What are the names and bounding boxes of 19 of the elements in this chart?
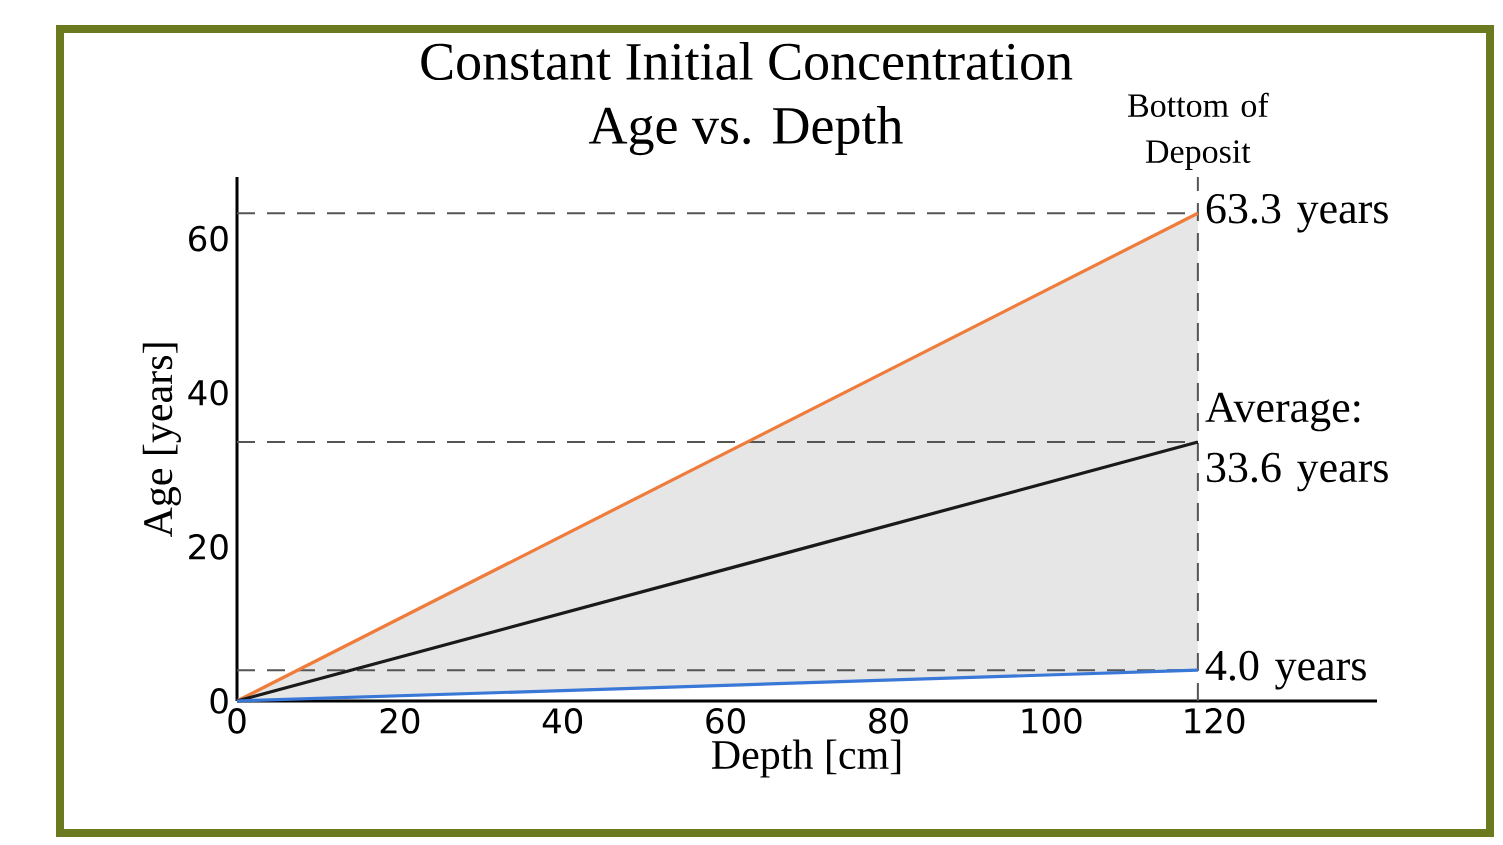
x-tick-label: 20 bbox=[380, 708, 420, 734]
x-tick-label: 0 bbox=[228, 708, 246, 734]
ref-line-label: Average: 33.6 years bbox=[1205, 392, 1388, 492]
chart-title: Constant Initial Concentration bbox=[421, 42, 1073, 81]
x-tick-label: 60 bbox=[706, 708, 745, 734]
x-tick-label: 120 bbox=[1185, 708, 1245, 734]
x-tick-label: 100 bbox=[1022, 708, 1082, 734]
x-tick-label: 80 bbox=[869, 708, 908, 734]
x-tick-label: 40 bbox=[542, 708, 583, 734]
x-axis-title: Depth [cm] bbox=[712, 739, 901, 778]
ref-line-label: Bottom of Deposit bbox=[1128, 92, 1269, 170]
ref-line-label: 63.3 years bbox=[1206, 193, 1388, 233]
y-axis-title: Age [years] bbox=[142, 343, 181, 538]
ref-line-label: 4.0 years bbox=[1205, 650, 1366, 690]
y-tick-label: 0 bbox=[210, 688, 228, 714]
y-tick-label: 60 bbox=[189, 225, 228, 252]
y-tick-label: 40 bbox=[188, 379, 228, 406]
chart-subtitle: Age vs. Depth bbox=[589, 106, 903, 156]
y-tick-label: 20 bbox=[189, 534, 228, 560]
